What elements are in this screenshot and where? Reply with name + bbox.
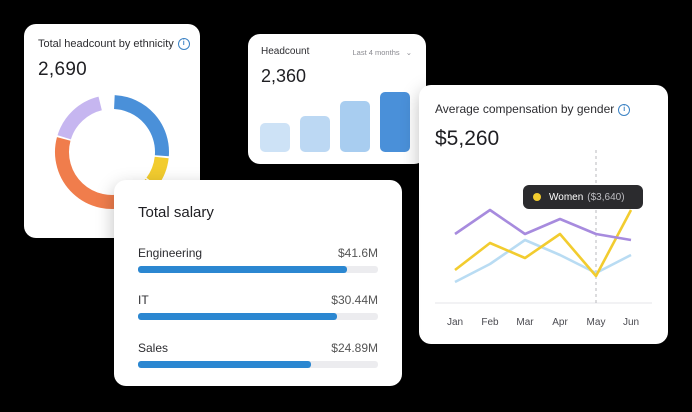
donut-segment[interactable] (146, 156, 169, 187)
salary-bar-track (138, 266, 378, 273)
salary-bar-track (138, 361, 378, 368)
x-tick-label: Jan (447, 317, 463, 328)
compensation-line-chart: Jan Feb Mar Apr May Jun (435, 150, 652, 328)
donut-segment[interactable] (57, 96, 103, 140)
range-dropdown[interactable]: Last 4 months ⌄ (352, 48, 413, 57)
salary-value: $41.6M (337, 246, 378, 260)
salary-bar-fill (138, 361, 311, 368)
chart-tooltip: Women ($3,640) (523, 185, 643, 209)
headcount-bar[interactable] (380, 91, 410, 152)
salary-row: Engineering $41.6M (138, 246, 378, 280)
series-line[interactable] (454, 208, 632, 242)
compensation-total: $5,260 (435, 127, 500, 150)
legend-dot-women (533, 193, 541, 201)
headcount-bar[interactable] (340, 101, 370, 152)
salary-value: $24.89M (331, 341, 378, 355)
series-line[interactable] (454, 209, 633, 278)
chevron-down-icon: ⌄ (405, 48, 412, 57)
x-tick-label: Feb (481, 317, 499, 328)
salary-bar-fill (138, 313, 338, 320)
compensation-title: Average compensation by gender i (435, 102, 631, 116)
salary-label: Engineering (138, 246, 203, 260)
x-tick-label: Mar (516, 317, 534, 328)
salary-label: Sales (138, 341, 169, 355)
headcount-total: 2,360 (261, 66, 307, 86)
salary-label: IT (138, 293, 149, 307)
salary-title: Total salary (138, 204, 214, 221)
x-tick-label: Jun (623, 317, 639, 328)
ethnicity-total: 2,690 (38, 59, 88, 80)
headcount-card: Headcount Last 4 months ⌄ 2,360 (248, 34, 426, 164)
salary-row: Sales $24.89M (138, 341, 378, 375)
info-icon[interactable]: i (177, 38, 190, 51)
x-tick-label: Apr (552, 317, 568, 328)
salary-value: $30.44M (331, 293, 378, 307)
salary-card: Total salary Engineering $41.6M IT $30.4… (114, 180, 402, 386)
headcount-bar[interactable] (300, 116, 330, 152)
ethnicity-title: Total headcount by ethnicity i (38, 38, 190, 51)
salary-row: IT $30.44M (138, 293, 378, 327)
compensation-card: Average compensation by gender i $5,260 J… (419, 85, 668, 344)
x-tick-label: May (587, 317, 606, 328)
headcount-bar-chart (260, 90, 416, 152)
donut-segment[interactable] (113, 95, 169, 157)
salary-bar-fill (138, 266, 347, 273)
headcount-title: Headcount (261, 46, 310, 57)
salary-bar-track (138, 313, 378, 320)
info-icon[interactable]: i (618, 103, 631, 116)
headcount-bar[interactable] (260, 122, 290, 152)
